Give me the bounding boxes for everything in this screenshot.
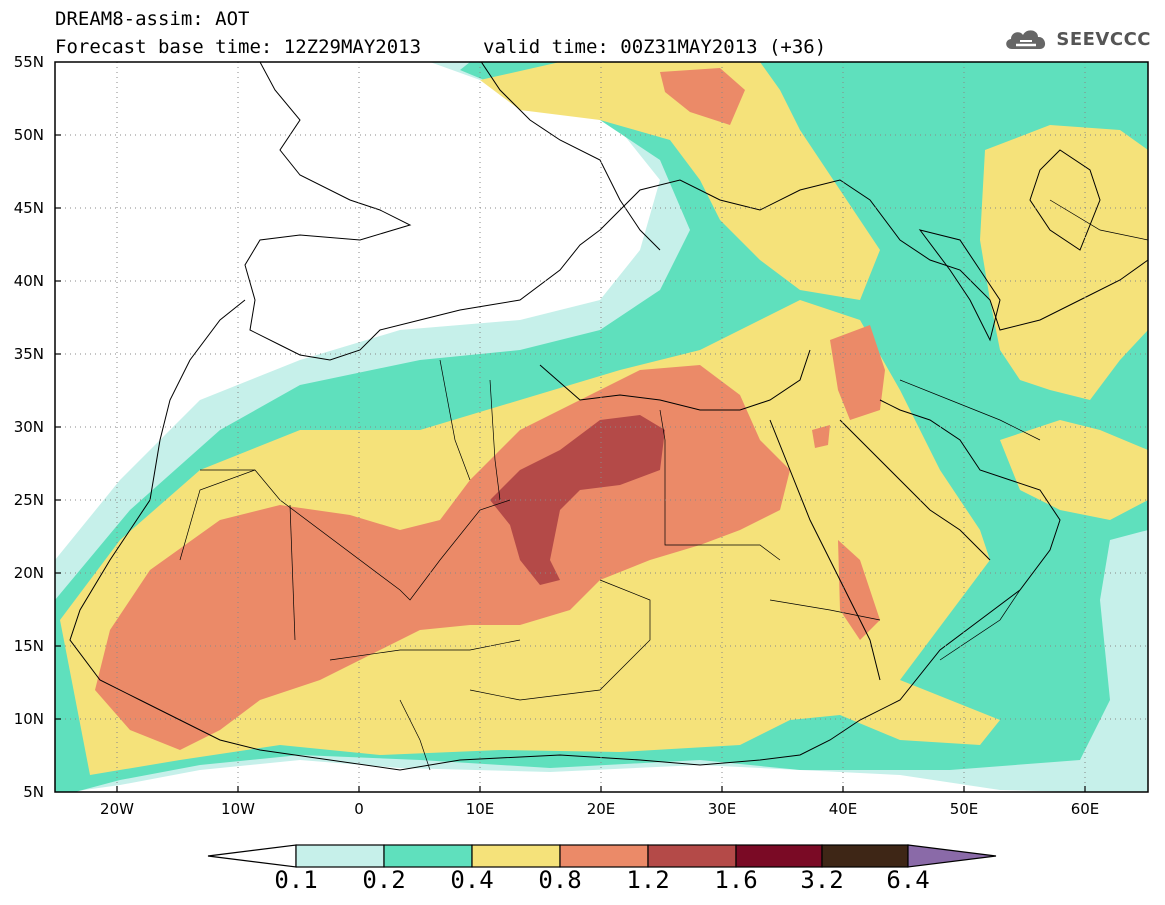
lon-label: 20W [100, 800, 134, 818]
logo-text: SEEVCCC [1056, 28, 1151, 50]
colorbar-segment [471, 844, 561, 868]
lon-label: 10E [465, 800, 495, 818]
forecast-base-time: Forecast base time: 12Z29MAY2013 [55, 36, 422, 58]
aot-field [55, 62, 1148, 792]
colorbar-segment [559, 844, 649, 868]
graticule [55, 62, 1148, 792]
colorbar-label: 0.8 [538, 866, 582, 894]
aot-level-1.2 [490, 415, 665, 585]
lat-label: 35N [13, 345, 44, 363]
country-borders [179, 199, 1148, 771]
colorbar-segment [735, 844, 823, 868]
colorbar-lower-extension [207, 844, 297, 868]
colorbar-upper-extension [907, 844, 997, 868]
lon-label: 50E [949, 800, 979, 818]
lon-label: 10W [221, 800, 255, 818]
colorbar-label: 1.2 [626, 866, 670, 894]
lat-label: 5N [23, 783, 44, 801]
forecast-times: Forecast base time: 12Z29MAY2013 valid ti… [55, 36, 826, 58]
cloud-icon [1006, 30, 1046, 49]
colorbar-segment [821, 844, 909, 868]
lon-label: 20E [586, 800, 616, 818]
lat-label: 40N [13, 272, 44, 290]
colorbar-label: 6.4 [886, 866, 930, 894]
lat-label: 55N [13, 53, 44, 71]
coastlines [69, 62, 1148, 771]
lat-label: 15N [13, 637, 44, 655]
lat-label: 20N [13, 564, 44, 582]
axis-ticks [55, 134, 1086, 792]
lat-label: 10N [13, 710, 44, 728]
colorbar [207, 844, 997, 868]
lon-label: 60E [1070, 800, 1100, 818]
colorbar-segment [295, 844, 385, 868]
lon-label: 40E [828, 800, 858, 818]
valid-time: valid time: 00Z31MAY2013 (+36) [483, 36, 827, 58]
lon-label: 0 [354, 800, 364, 818]
colorbar-label: 1.6 [714, 866, 758, 894]
lat-label: 45N [13, 199, 44, 217]
colorbar-segment [647, 844, 737, 868]
seevccc-logo: SEEVCCC [1002, 24, 1151, 54]
map-title: DREAM8-assim: AOT [55, 8, 250, 30]
colorbar-label: 0.1 [274, 866, 318, 894]
lat-label: 30N [13, 418, 44, 436]
lon-label: 30E [707, 800, 737, 818]
lat-label: 50N [13, 126, 44, 144]
colorbar-label: 3.2 [800, 866, 844, 894]
colorbar-label: 0.2 [362, 866, 406, 894]
colorbar-label: 0.4 [450, 866, 494, 894]
lat-label: 25N [13, 491, 44, 509]
colorbar-segment [383, 844, 473, 868]
